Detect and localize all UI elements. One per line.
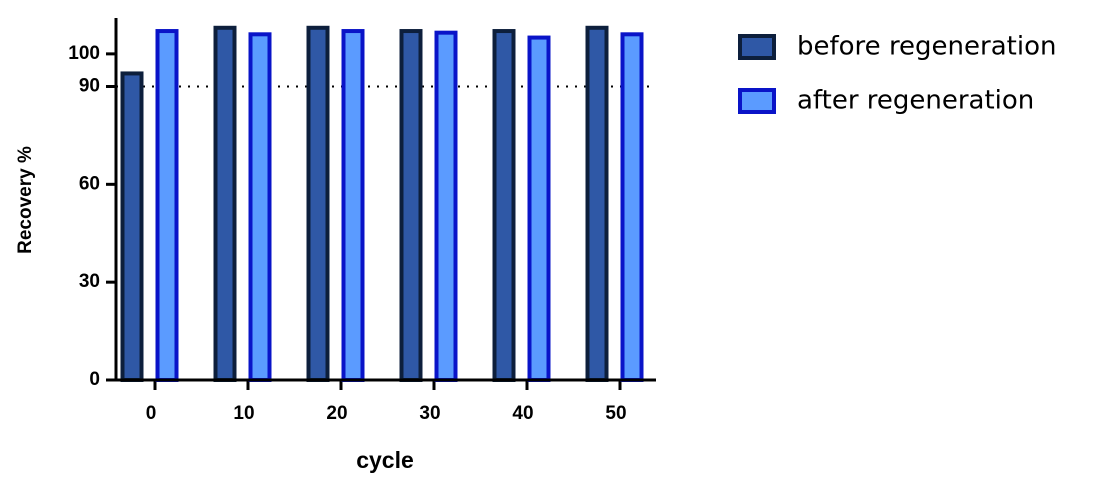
y-tick-label: 100 xyxy=(68,43,100,64)
legend-label: after regeneration xyxy=(797,86,1034,116)
bar xyxy=(434,30,458,382)
bar xyxy=(527,35,551,382)
x-tick-label: 10 xyxy=(233,403,254,424)
bar xyxy=(492,29,516,383)
y-axis-label: Recovery % xyxy=(15,146,36,254)
bar xyxy=(248,32,272,382)
x-tick-label: 50 xyxy=(605,403,626,424)
bar xyxy=(120,71,144,383)
legend-label: before regeneration xyxy=(797,32,1056,62)
bar xyxy=(306,25,330,382)
x-tick-label: 30 xyxy=(419,403,440,424)
bar xyxy=(399,29,423,383)
y-tick-label: 90 xyxy=(79,76,100,97)
x-tick-label: 40 xyxy=(512,403,533,424)
y-tick-label: 60 xyxy=(79,173,100,194)
x-tick-label: 20 xyxy=(326,403,347,424)
x-axis-label: cycle xyxy=(356,447,414,473)
bar xyxy=(585,25,609,382)
legend-swatch xyxy=(738,34,776,60)
bar xyxy=(620,32,644,382)
y-tick-label: 30 xyxy=(79,271,100,292)
bar xyxy=(341,29,365,383)
legend-swatch xyxy=(738,88,776,114)
bar xyxy=(155,29,179,383)
bar xyxy=(213,25,237,382)
y-tick-label: 0 xyxy=(89,369,100,390)
x-tick-label: 0 xyxy=(146,403,157,424)
